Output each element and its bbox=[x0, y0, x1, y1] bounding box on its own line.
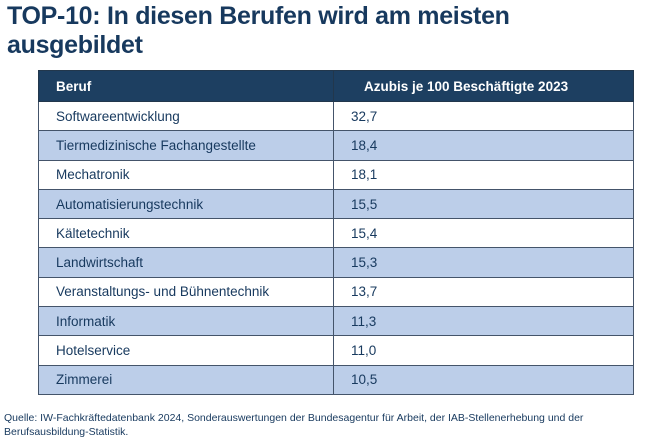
value-cell: 11,3 bbox=[333, 306, 634, 337]
top10-table-container: Beruf Azubis je 100 Beschäftigte 2023 So… bbox=[38, 70, 634, 395]
table-row: Automatisierungstechnik 15,5 bbox=[38, 188, 634, 220]
table-row: Tiermedizinische Fachangestellte 18,4 bbox=[38, 130, 634, 161]
table-row: Mechatronik 18,1 bbox=[38, 159, 634, 190]
beruf-cell: Automatisierungstechnik bbox=[38, 188, 334, 220]
beruf-cell: Hotelservice bbox=[38, 335, 334, 366]
beruf-cell: Informatik bbox=[38, 306, 334, 337]
beruf-cell: Zimmerei bbox=[38, 364, 334, 395]
beruf-cell: Kältetechnik bbox=[38, 218, 334, 249]
source-note: Quelle: IW-Fachkräftedatenbank 2024, Son… bbox=[4, 412, 584, 438]
top10-table: Beruf Azubis je 100 Beschäftigte 2023 So… bbox=[38, 70, 634, 395]
table-row: Hotelservice 11,0 bbox=[38, 335, 634, 366]
column-header-beruf: Beruf bbox=[38, 70, 334, 102]
table-row: Veranstaltungs- und Bühnentechnik 13,7 bbox=[38, 276, 634, 308]
beruf-cell: Veranstaltungs- und Bühnentechnik bbox=[38, 276, 334, 308]
value-cell: 13,7 bbox=[333, 276, 634, 308]
table-row: Landwirtschaft 15,3 bbox=[38, 247, 634, 278]
page-title: TOP-10: In diesen Berufen wird am meiste… bbox=[7, 2, 510, 59]
value-cell: 15,3 bbox=[333, 247, 634, 278]
value-cell: 32,7 bbox=[333, 100, 634, 132]
table-row: Softwareentwicklung 32,7 bbox=[38, 100, 634, 132]
value-cell: 18,1 bbox=[333, 159, 634, 190]
beruf-cell: Tiermedizinische Fachangestellte bbox=[38, 130, 334, 161]
value-cell: 15,5 bbox=[333, 188, 634, 220]
value-cell: 11,0 bbox=[333, 335, 634, 366]
beruf-cell: Landwirtschaft bbox=[38, 247, 334, 278]
value-cell: 10,5 bbox=[333, 364, 634, 395]
table-row: Kältetechnik 15,4 bbox=[38, 218, 634, 249]
table-row: Zimmerei 10,5 bbox=[38, 364, 634, 395]
table-header-row: Beruf Azubis je 100 Beschäftigte 2023 bbox=[38, 70, 634, 102]
value-cell: 18,4 bbox=[333, 130, 634, 161]
table-row: Informatik 11,3 bbox=[38, 306, 634, 337]
value-cell: 15,4 bbox=[333, 218, 634, 249]
beruf-cell: Softwareentwicklung bbox=[38, 100, 334, 132]
column-header-value: Azubis je 100 Beschäftigte 2023 bbox=[333, 70, 634, 102]
beruf-cell: Mechatronik bbox=[38, 159, 334, 190]
